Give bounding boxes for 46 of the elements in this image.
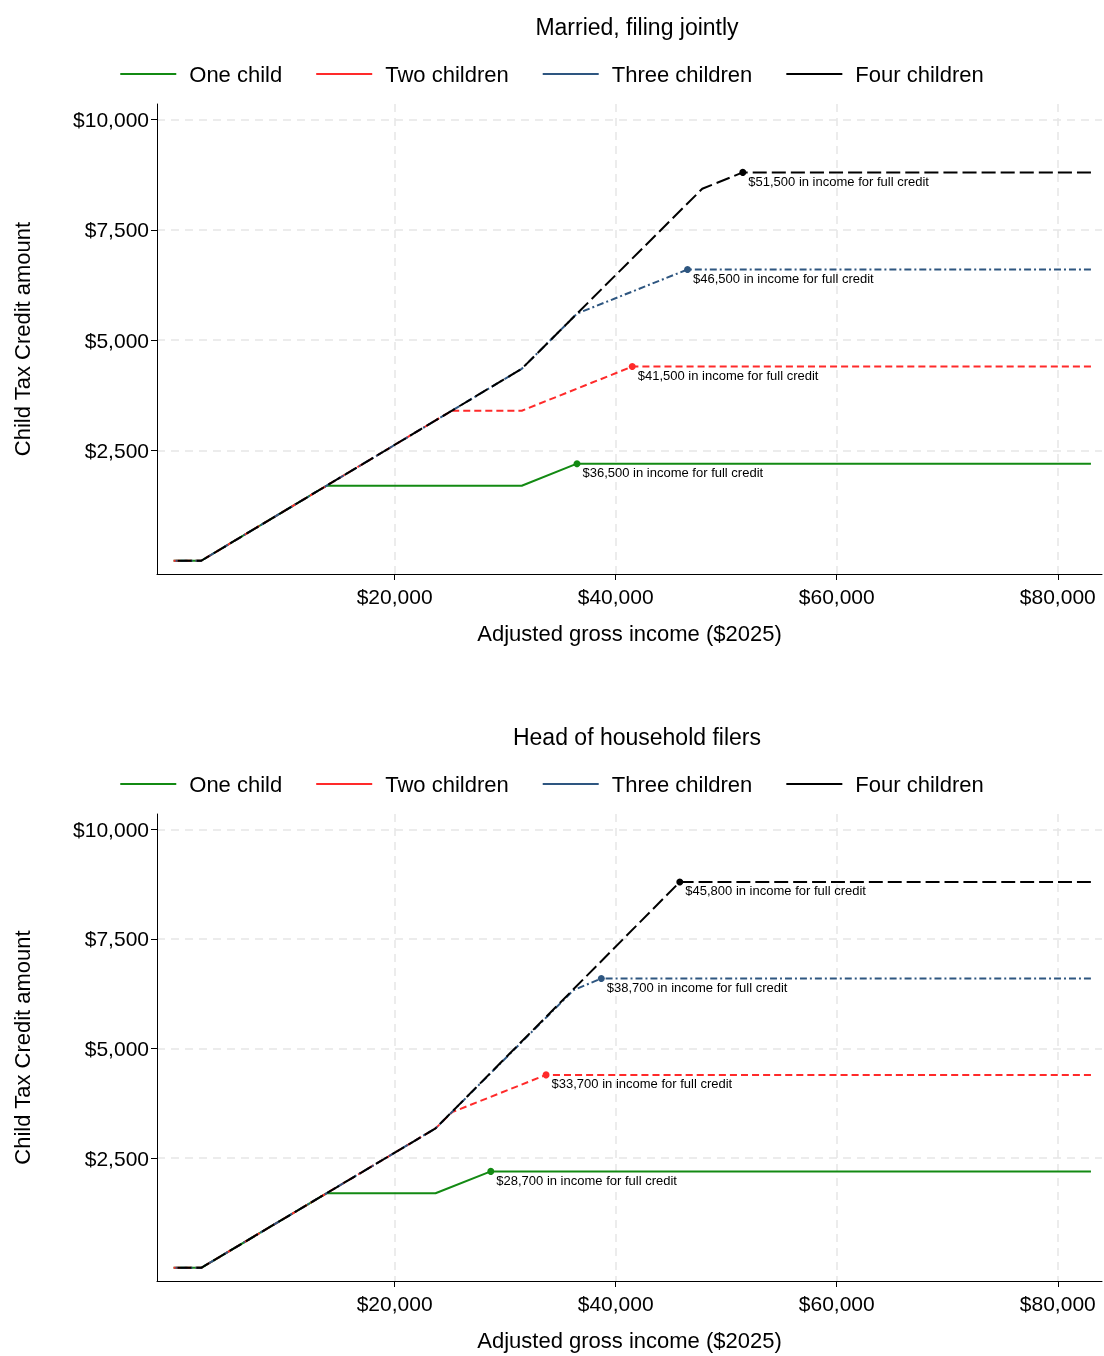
point [597,974,605,982]
legend-label: Three children [611,61,753,87]
chart-title: Married, filing jointly [535,13,740,40]
y-tick-label: $7,500 [84,927,149,951]
y-axis-title: Child Tax Credit amount [9,221,35,457]
x-tick-label: $40,000 [577,585,654,608]
legend-label: Three children [611,771,753,797]
legend-label: One child [189,61,283,87]
line-series [172,1071,1092,1269]
annotation: $36,500 in income for full credit [582,465,764,481]
annotation: $41,500 in income for full credit [637,368,819,384]
y-tick-label: $7,500 [84,218,149,242]
chart-title: Head of household filers [512,723,762,750]
y-tick-label: $5,000 [84,1037,149,1061]
y-tick-label: $2,500 [84,1146,149,1170]
x-tick-label: $20,000 [356,585,433,608]
legend-label: Two children [385,61,509,87]
y-axis-title: Child Tax Credit amount [9,930,35,1165]
y-tick-label: $10,000 [73,817,149,841]
x-tick-label: $60,000 [798,1292,875,1315]
x-tick-label: $60,000 [798,585,875,608]
x-axis-title: Adjusted gross income ($2025) [477,1327,782,1353]
point [573,460,581,468]
y-tick-label: $5,000 [84,328,149,352]
annotation: $45,800 in income for full credit [685,883,867,899]
legend-label: Four children [855,771,984,797]
y-tick-label: $2,500 [84,438,149,462]
x-tick-label: $80,000 [1019,585,1096,608]
legend-label: Four children [855,61,984,87]
annotation: $33,700 in income for full credit [551,1076,733,1092]
y-tick-label: $10,000 [73,107,149,131]
legend-label: One child [189,771,283,797]
annotation: $51,500 in income for full credit [748,173,930,189]
x-axis-title: Adjusted gross income ($2025) [477,620,782,646]
point [684,265,692,273]
x-tick-label: $80,000 [1019,1292,1096,1315]
point [487,1167,495,1175]
legend-label: Two children [385,771,509,797]
point [628,363,636,371]
point [739,168,747,176]
annotation: $28,700 in income for full credit [496,1172,678,1188]
point [676,878,684,886]
x-tick-label: $40,000 [577,1292,654,1315]
annotation: $46,500 in income for full credit [693,270,875,286]
annotation: $38,700 in income for full credit [606,979,788,995]
x-tick-label: $20,000 [356,1292,433,1315]
